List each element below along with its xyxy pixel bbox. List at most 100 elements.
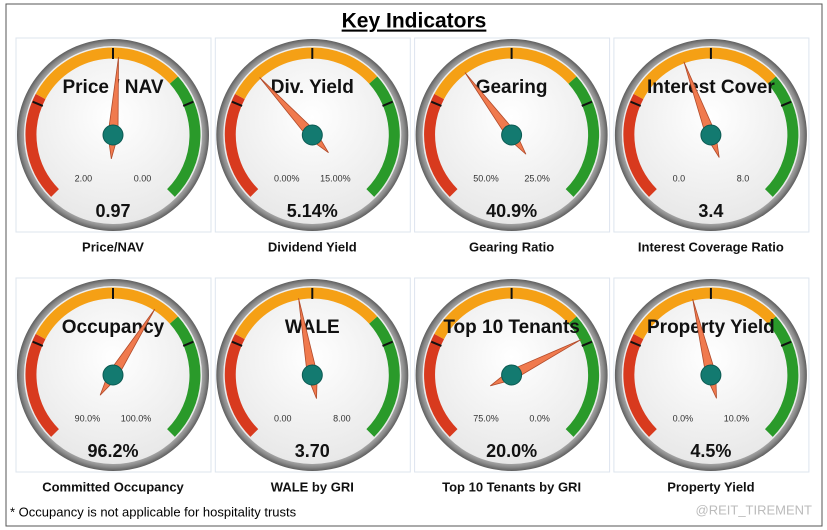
gauge-pivot xyxy=(102,124,124,146)
gauge-end-label: 0.00 xyxy=(134,174,152,184)
gauge-caption: Gearing Ratio xyxy=(469,239,554,254)
gauge-tick xyxy=(231,100,243,107)
gauge-end-label: 0.00 xyxy=(274,414,292,424)
gauge: 90.0% 100.0% Occupancy 96.2% Committed Occup… xyxy=(15,277,212,494)
gauge-title: Price / NAV xyxy=(62,77,163,98)
gauge-title: Property Yield xyxy=(647,317,775,338)
page-title: Key Indicators xyxy=(342,10,487,33)
gauge-title: Top 10 Tenants xyxy=(443,317,580,338)
gauge-value: 0.97 xyxy=(95,201,130,221)
gauge-tick xyxy=(630,100,642,107)
gauge-end-label: 0.00% xyxy=(274,174,300,184)
gauge-band xyxy=(434,47,577,100)
gauge-value: 5.14% xyxy=(287,201,338,221)
gauge-caption: Top 10 Tenants by GRI xyxy=(442,479,581,494)
gauge-end-label: 10.0% xyxy=(724,414,750,424)
gauge-tick xyxy=(430,100,442,107)
gauge-end-label: 0.0 xyxy=(673,174,686,184)
gauge-value: 40.9% xyxy=(486,201,537,221)
gauge-pivot xyxy=(700,364,722,386)
gauge-tick xyxy=(32,100,44,107)
gauge-caption: WALE by GRI xyxy=(271,479,354,494)
gauge-panel xyxy=(15,37,212,233)
gauge-band xyxy=(764,76,799,197)
gauge-end-label: 8.0 xyxy=(737,174,750,184)
gauge: 0.00% 15.00% Div. Yield 5.14% Dividend Yield xyxy=(214,37,411,254)
gauge-band xyxy=(366,316,400,437)
gauge-band xyxy=(434,287,577,340)
gauge-band xyxy=(424,93,458,197)
gauge-panel xyxy=(613,37,810,233)
gauge-tick xyxy=(32,340,44,347)
gauge-pivot xyxy=(301,364,323,386)
gauge-panel xyxy=(214,37,411,233)
gauge-band xyxy=(167,316,201,437)
gauge-tick xyxy=(430,340,442,347)
gauge-band xyxy=(25,93,60,197)
gauge-caption: Price/NAV xyxy=(82,239,144,254)
gauge-panel xyxy=(15,277,212,473)
gauge-value: 20.0% xyxy=(486,441,537,461)
gauge-panel xyxy=(414,37,611,233)
gauge-panel xyxy=(214,277,411,473)
gauge-tick xyxy=(382,340,394,347)
gauge: 0.00 8.00 WALE 3.70 WALE by GRI xyxy=(214,277,411,494)
gauge-pivot xyxy=(102,364,124,386)
gauge-value: 96.2% xyxy=(87,441,138,461)
gauge-caption: Property Yield xyxy=(667,479,754,494)
gauge-end-label: 2.00 xyxy=(75,174,93,184)
gauge-tick xyxy=(182,340,194,347)
gauge-value: 3.4 xyxy=(698,201,723,221)
gauge-band xyxy=(224,93,259,197)
gauge-tick xyxy=(630,340,642,347)
gauge-end-label: 90.0% xyxy=(75,414,101,424)
gauge-value: 4.5% xyxy=(690,441,731,461)
gauge-tick xyxy=(581,340,593,347)
gauge-band xyxy=(235,287,378,340)
gauge-tick xyxy=(382,100,394,107)
gauge-end-label: 25.0% xyxy=(524,174,550,184)
gauge-pivot xyxy=(501,364,523,386)
gauge-tick xyxy=(182,100,194,107)
gauge: 2.00 0.00 Price / NAV 0.97 Price/NAV xyxy=(15,37,212,254)
gauge-band xyxy=(565,316,600,437)
gauge: 75.0% 0.0% Top 10 Tenants 20.0% Top 10 Tenan… xyxy=(414,277,611,494)
gauge-caption: Committed Occupancy xyxy=(42,479,184,494)
gauge-band xyxy=(623,93,657,197)
gauge-panel xyxy=(613,277,810,473)
frame xyxy=(5,3,823,527)
gauge-tick xyxy=(780,100,792,107)
gauge-pivot xyxy=(700,124,722,146)
gauge-band xyxy=(764,316,799,437)
gauge-band xyxy=(424,333,458,437)
gauge: 50.0% 25.0% Gearing 40.9% Gearing Ratio xyxy=(414,37,611,254)
gauge-band xyxy=(565,76,600,197)
gauge-caption: Dividend Yield xyxy=(268,239,357,254)
gauge-tick xyxy=(780,340,792,347)
gauge-title: Occupancy xyxy=(62,317,165,338)
gauge-pivot xyxy=(501,124,523,146)
gauge-band xyxy=(235,47,378,100)
footnote: * Occupancy is not applicable for hospit… xyxy=(10,504,297,519)
gauge-end-label: 8.00 xyxy=(333,414,351,424)
gauge-title: Gearing xyxy=(476,77,548,98)
gauge-title: Div. Yield xyxy=(271,77,354,98)
gauge-end-label: 0.0% xyxy=(673,414,694,424)
gauge-band xyxy=(35,287,179,340)
gauge-band xyxy=(167,76,201,197)
gauges: 2.00 0.00 Price / NAV 0.97 Price/NAV 0.00% 15.… xyxy=(15,37,810,494)
watermark: @REIT_TIREMENT xyxy=(696,502,813,517)
gauge-band xyxy=(224,333,259,437)
gauge-value: 3.70 xyxy=(295,441,330,461)
gauge-band xyxy=(633,287,776,340)
gauge-band xyxy=(633,47,776,100)
gauge-end-label: 15.00% xyxy=(320,174,351,184)
gauge-end-label: 50.0% xyxy=(473,174,499,184)
gauge-title: Interest Cover xyxy=(647,77,775,98)
gauge-pivot xyxy=(301,124,323,146)
gauge-band xyxy=(366,76,400,197)
gauge-panel xyxy=(414,277,611,473)
gauge-end-label: 0.0% xyxy=(529,414,550,424)
gauge: 0.0% 10.0% Property Yield 4.5% Property Yiel… xyxy=(613,277,810,494)
